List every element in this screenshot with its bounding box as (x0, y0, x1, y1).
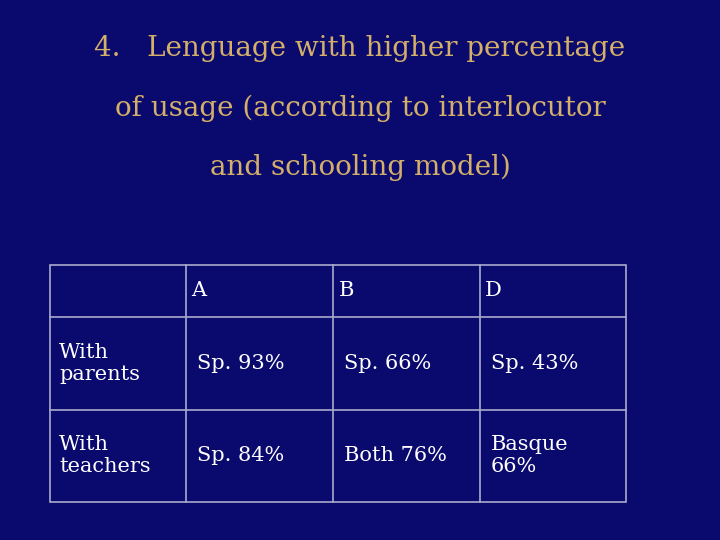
Text: A: A (192, 281, 207, 300)
Text: 4.   Lenguage with higher percentage: 4. Lenguage with higher percentage (94, 35, 626, 62)
Text: Sp. 93%: Sp. 93% (197, 354, 285, 373)
Text: Sp. 66%: Sp. 66% (344, 354, 431, 373)
Text: and schooling model): and schooling model) (210, 154, 510, 181)
Bar (50, 265, 626, 502)
Text: Sp. 84%: Sp. 84% (197, 447, 284, 465)
Text: With
teachers: With teachers (59, 435, 150, 476)
Text: Sp. 43%: Sp. 43% (491, 354, 578, 373)
Text: Both 76%: Both 76% (344, 447, 447, 465)
Text: of usage (according to interlocutor: of usage (according to interlocutor (114, 94, 606, 122)
Text: D: D (485, 281, 502, 300)
Text: With
parents: With parents (59, 343, 140, 384)
Text: B: B (338, 281, 354, 300)
Text: Basque
66%: Basque 66% (491, 435, 569, 476)
